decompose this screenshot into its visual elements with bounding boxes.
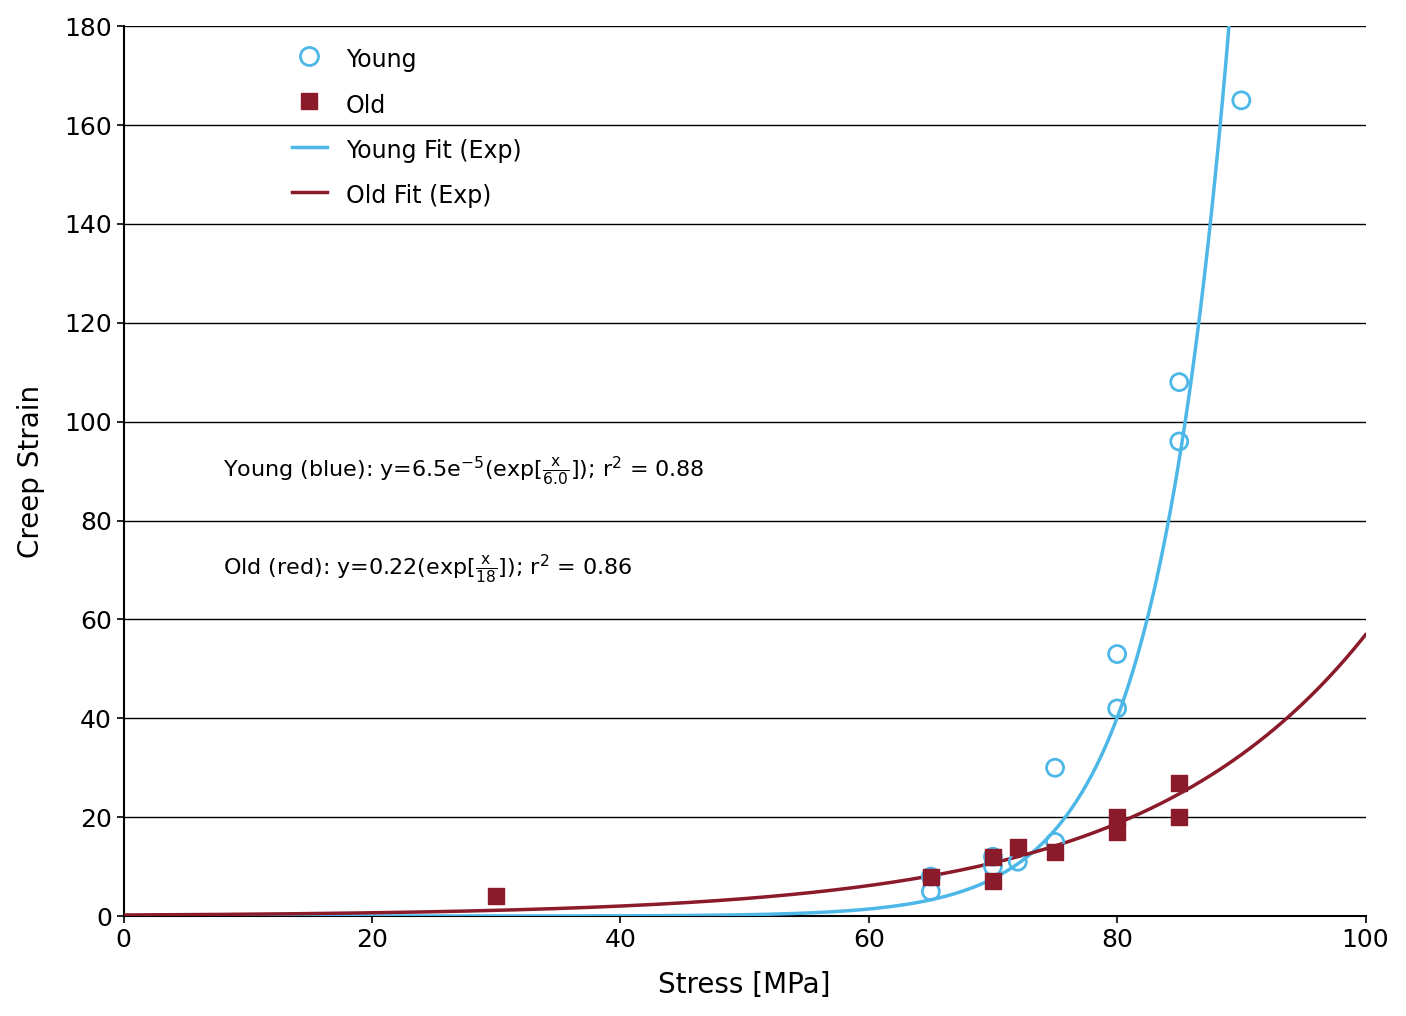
Old — [1107, 809, 1129, 825]
Old — [920, 869, 942, 885]
Line: Old Fit (Exp): Old Fit (Exp) — [124, 635, 1365, 915]
Young — [1168, 374, 1191, 390]
Young — [981, 859, 1004, 875]
Old Fit (Exp) — [1107, 819, 1123, 831]
Young Fit (Exp) — [768, 908, 785, 920]
Old — [1107, 824, 1129, 840]
Young Fit (Exp) — [1021, 848, 1038, 861]
Young Fit (Exp) — [621, 909, 638, 922]
Legend: Young, Old, Young Fit (Exp), Old Fit (Exp): Young, Old, Young Fit (Exp), Old Fit (Ex… — [284, 38, 529, 217]
Y-axis label: Creep Strain: Creep Strain — [17, 385, 45, 558]
Young — [1230, 92, 1253, 109]
Young — [1107, 700, 1129, 716]
Old Fit (Exp) — [967, 861, 984, 873]
Young — [1043, 760, 1066, 776]
Old — [1007, 839, 1029, 855]
Old Fit (Exp) — [617, 900, 634, 912]
Old — [1168, 809, 1191, 825]
Young — [1168, 434, 1191, 450]
Old — [485, 888, 508, 904]
Old — [1043, 843, 1066, 860]
Young Fit (Exp) — [115, 910, 132, 923]
Old Fit (Exp) — [115, 909, 132, 922]
Young — [1007, 853, 1029, 870]
Young Fit (Exp) — [477, 910, 494, 923]
Young — [1107, 646, 1129, 662]
Young — [981, 848, 1004, 865]
Old — [1168, 774, 1191, 790]
Young — [1043, 834, 1066, 850]
Young Fit (Exp) — [883, 900, 900, 912]
X-axis label: Stress [MPa]: Stress [MPa] — [658, 971, 831, 1000]
Old — [981, 848, 1004, 865]
Line: Young Fit (Exp): Young Fit (Exp) — [124, 0, 1246, 916]
Text: Young (blue): y=6.5e$^{-5}$(exp[$\frac{\rm x}{6.0}$]); r$^2$ = 0.88: Young (blue): y=6.5e$^{-5}$(exp[$\frac{\… — [224, 454, 704, 488]
Old Fit (Exp) — [1357, 629, 1374, 641]
Old Fit (Exp) — [1084, 827, 1101, 839]
Old Fit (Exp) — [662, 897, 679, 909]
Old Fit (Exp) — [242, 908, 259, 920]
Young — [920, 883, 942, 899]
Young — [920, 869, 942, 885]
Text: Old (red): y=0.22(exp[$\frac{\rm x}{18}$]); r$^2$ = 0.86: Old (red): y=0.22(exp[$\frac{\rm x}{18}$… — [224, 553, 631, 586]
Old — [981, 874, 1004, 890]
Young Fit (Exp) — [882, 900, 898, 912]
